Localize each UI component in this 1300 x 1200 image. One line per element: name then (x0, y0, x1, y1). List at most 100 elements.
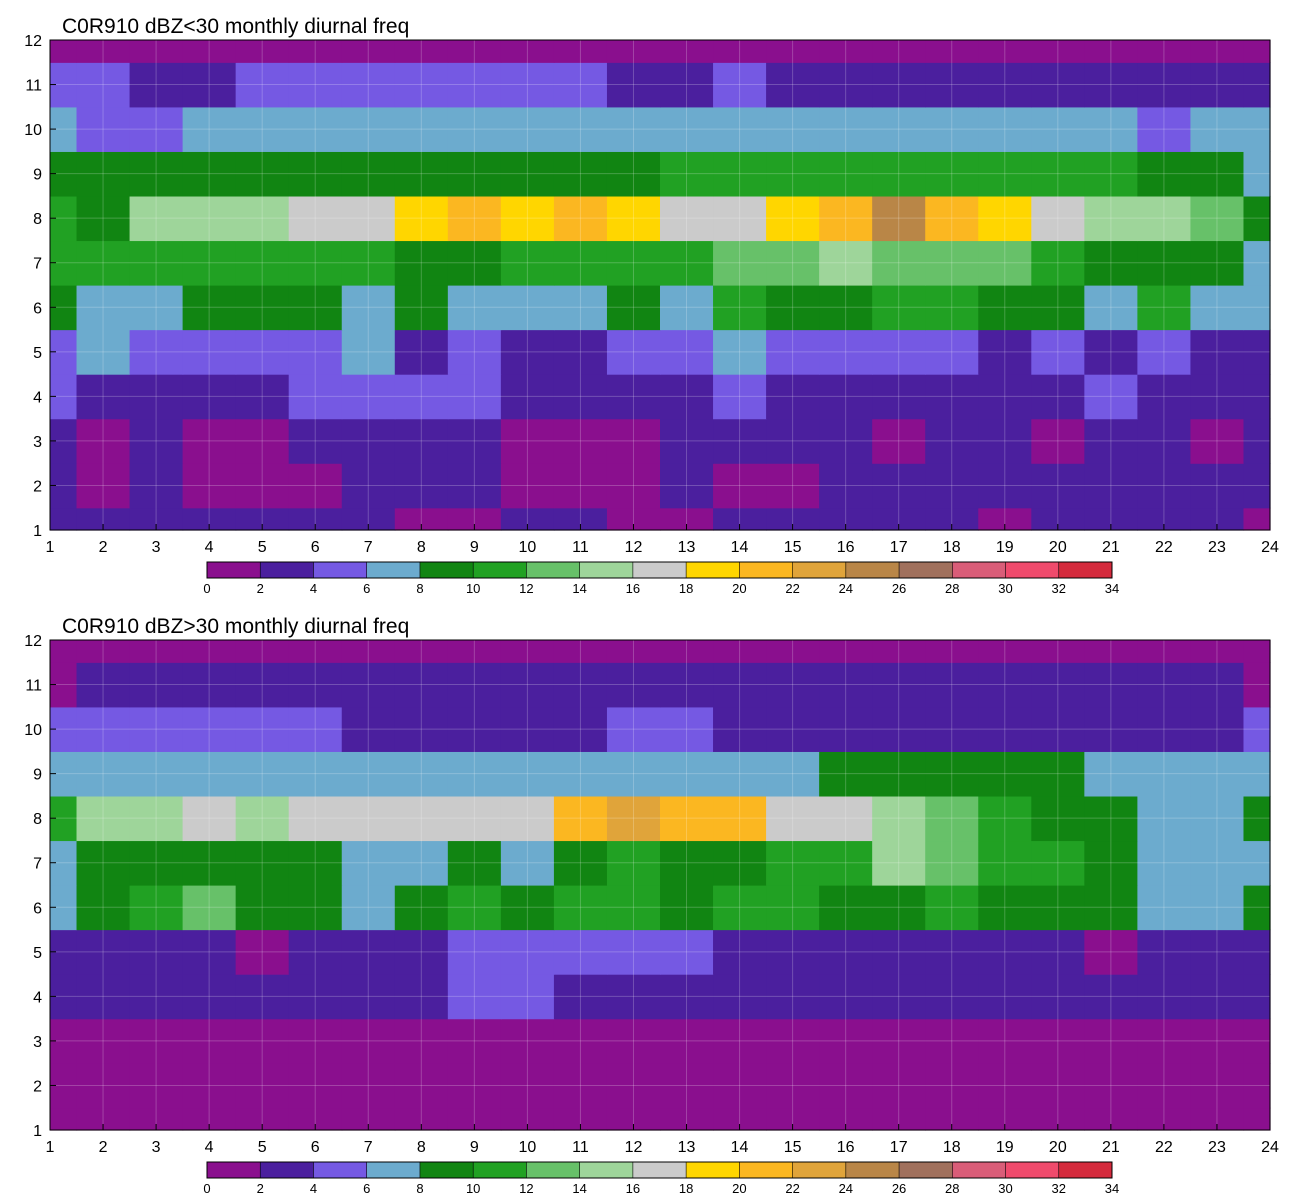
heatmap-cell (872, 463, 926, 509)
colorbar-swatch (473, 562, 527, 578)
heatmap-cell (1084, 106, 1138, 152)
colorbar-tick-label: 0 (203, 581, 210, 596)
y-tick-label: 2 (33, 478, 42, 495)
heatmap-cell (606, 285, 661, 331)
heatmap-cell (713, 463, 767, 509)
heatmap-cell (766, 195, 820, 242)
heatmap-cell (1084, 40, 1138, 63)
colorbar-tick-label: 32 (1052, 1181, 1066, 1196)
heatmap-cell (553, 418, 608, 464)
heatmap-cell (288, 1018, 343, 1064)
heatmap-cell (341, 974, 396, 1020)
heatmap-cell (819, 285, 873, 331)
heatmap-cell (606, 1107, 661, 1131)
heatmap-cell (766, 1018, 820, 1064)
heatmap-cells-bottom (50, 640, 1271, 1131)
colorbar-tick-label: 34 (1105, 1181, 1119, 1196)
colorbar-tick-label: 24 (839, 1181, 853, 1196)
x-tick-label: 10 (518, 1139, 536, 1156)
heatmap-cell (872, 974, 926, 1020)
colorbar-swatch (845, 1162, 900, 1178)
heatmap-cell (500, 285, 555, 331)
colorbar-tick-label: 26 (892, 1181, 906, 1196)
heatmap-cell (606, 40, 661, 63)
heatmap-cell (713, 840, 767, 886)
heatmap-cell (606, 240, 661, 286)
heatmap-cell (500, 929, 555, 975)
heatmap-cell (553, 151, 608, 197)
x-tick-label: 19 (996, 539, 1014, 556)
heatmap-cell (182, 640, 237, 663)
heatmap-cell (235, 151, 290, 197)
heatmap-cell (76, 1018, 131, 1064)
heatmap-cell (1137, 463, 1192, 509)
heatmap-cell (606, 507, 661, 531)
heatmap-cell (1243, 507, 1271, 531)
heatmap-cell (978, 795, 1032, 842)
heatmap-cell (1190, 885, 1245, 931)
heatmap-cell (1084, 151, 1138, 197)
colorbar-tick-label: 10 (466, 1181, 480, 1196)
heatmap-cell (978, 974, 1032, 1020)
x-tick-label: 19 (996, 1139, 1014, 1156)
x-tick-label: 18 (943, 1139, 961, 1156)
y-tick-label: 4 (33, 389, 42, 406)
heatmap-cell (288, 640, 343, 663)
heatmap-cell (872, 795, 926, 842)
heatmap-cell (76, 1107, 131, 1131)
heatmap-cell (713, 240, 767, 286)
heatmap-cell (447, 374, 502, 420)
heatmap-cell (819, 795, 873, 842)
heatmap-cell (819, 195, 873, 242)
heatmap-cell (394, 329, 449, 375)
heatmap-cell (553, 463, 608, 509)
heatmap-cell (553, 706, 608, 752)
heatmap-cell (553, 795, 608, 842)
heatmap-cell (235, 195, 290, 242)
heatmap-cell (1243, 374, 1271, 420)
heatmap-cell (925, 374, 979, 420)
heatmap-cell (978, 1107, 1032, 1131)
heatmap-cell (76, 885, 131, 931)
heatmap-cell (394, 240, 449, 286)
colorbar-swatch (260, 562, 314, 578)
heatmap-cell (925, 240, 979, 286)
heatmap-cell (182, 507, 237, 531)
heatmap-cell (394, 885, 449, 931)
heatmap-cell (553, 106, 608, 152)
heatmap-cell (819, 151, 873, 197)
heatmap-cell (182, 240, 237, 286)
colorbar-swatch (1005, 1162, 1060, 1178)
heatmap-cell (766, 329, 820, 375)
heatmap-cell (1137, 151, 1192, 197)
y-tick-label: 8 (33, 211, 42, 228)
colorbar-swatch (952, 562, 1007, 578)
heatmap-cell (288, 418, 343, 464)
heatmap-cell (713, 507, 767, 531)
heatmap-cell (925, 929, 979, 975)
heatmap-cell (235, 1107, 290, 1131)
heatmap-cell (182, 706, 237, 752)
heatmap-cell (553, 929, 608, 975)
heatmap-cell (1243, 1107, 1271, 1131)
heatmap-cell (235, 106, 290, 152)
colorbar-swatch (952, 1162, 1007, 1178)
colorbar-tick-label: 32 (1052, 581, 1066, 596)
heatmap-cell (394, 285, 449, 331)
heatmap-cell (1084, 1063, 1138, 1109)
heatmap-cell (447, 929, 502, 975)
heatmap-cell (235, 706, 290, 752)
colorbar-tick-label: 2 (257, 581, 264, 596)
heatmap-cell (925, 62, 979, 108)
heatmap-cell (1190, 418, 1245, 464)
heatmap-cell (713, 795, 767, 842)
heatmap-cell (925, 418, 979, 464)
x-tick-label: 2 (99, 539, 108, 556)
heatmap-cell (76, 329, 131, 375)
heatmap-cell (872, 885, 926, 931)
heatmap-cell (606, 706, 661, 752)
x-tick-label: 6 (311, 539, 320, 556)
heatmap-cell (394, 706, 449, 752)
colorbar-tick-label: 14 (572, 581, 586, 596)
